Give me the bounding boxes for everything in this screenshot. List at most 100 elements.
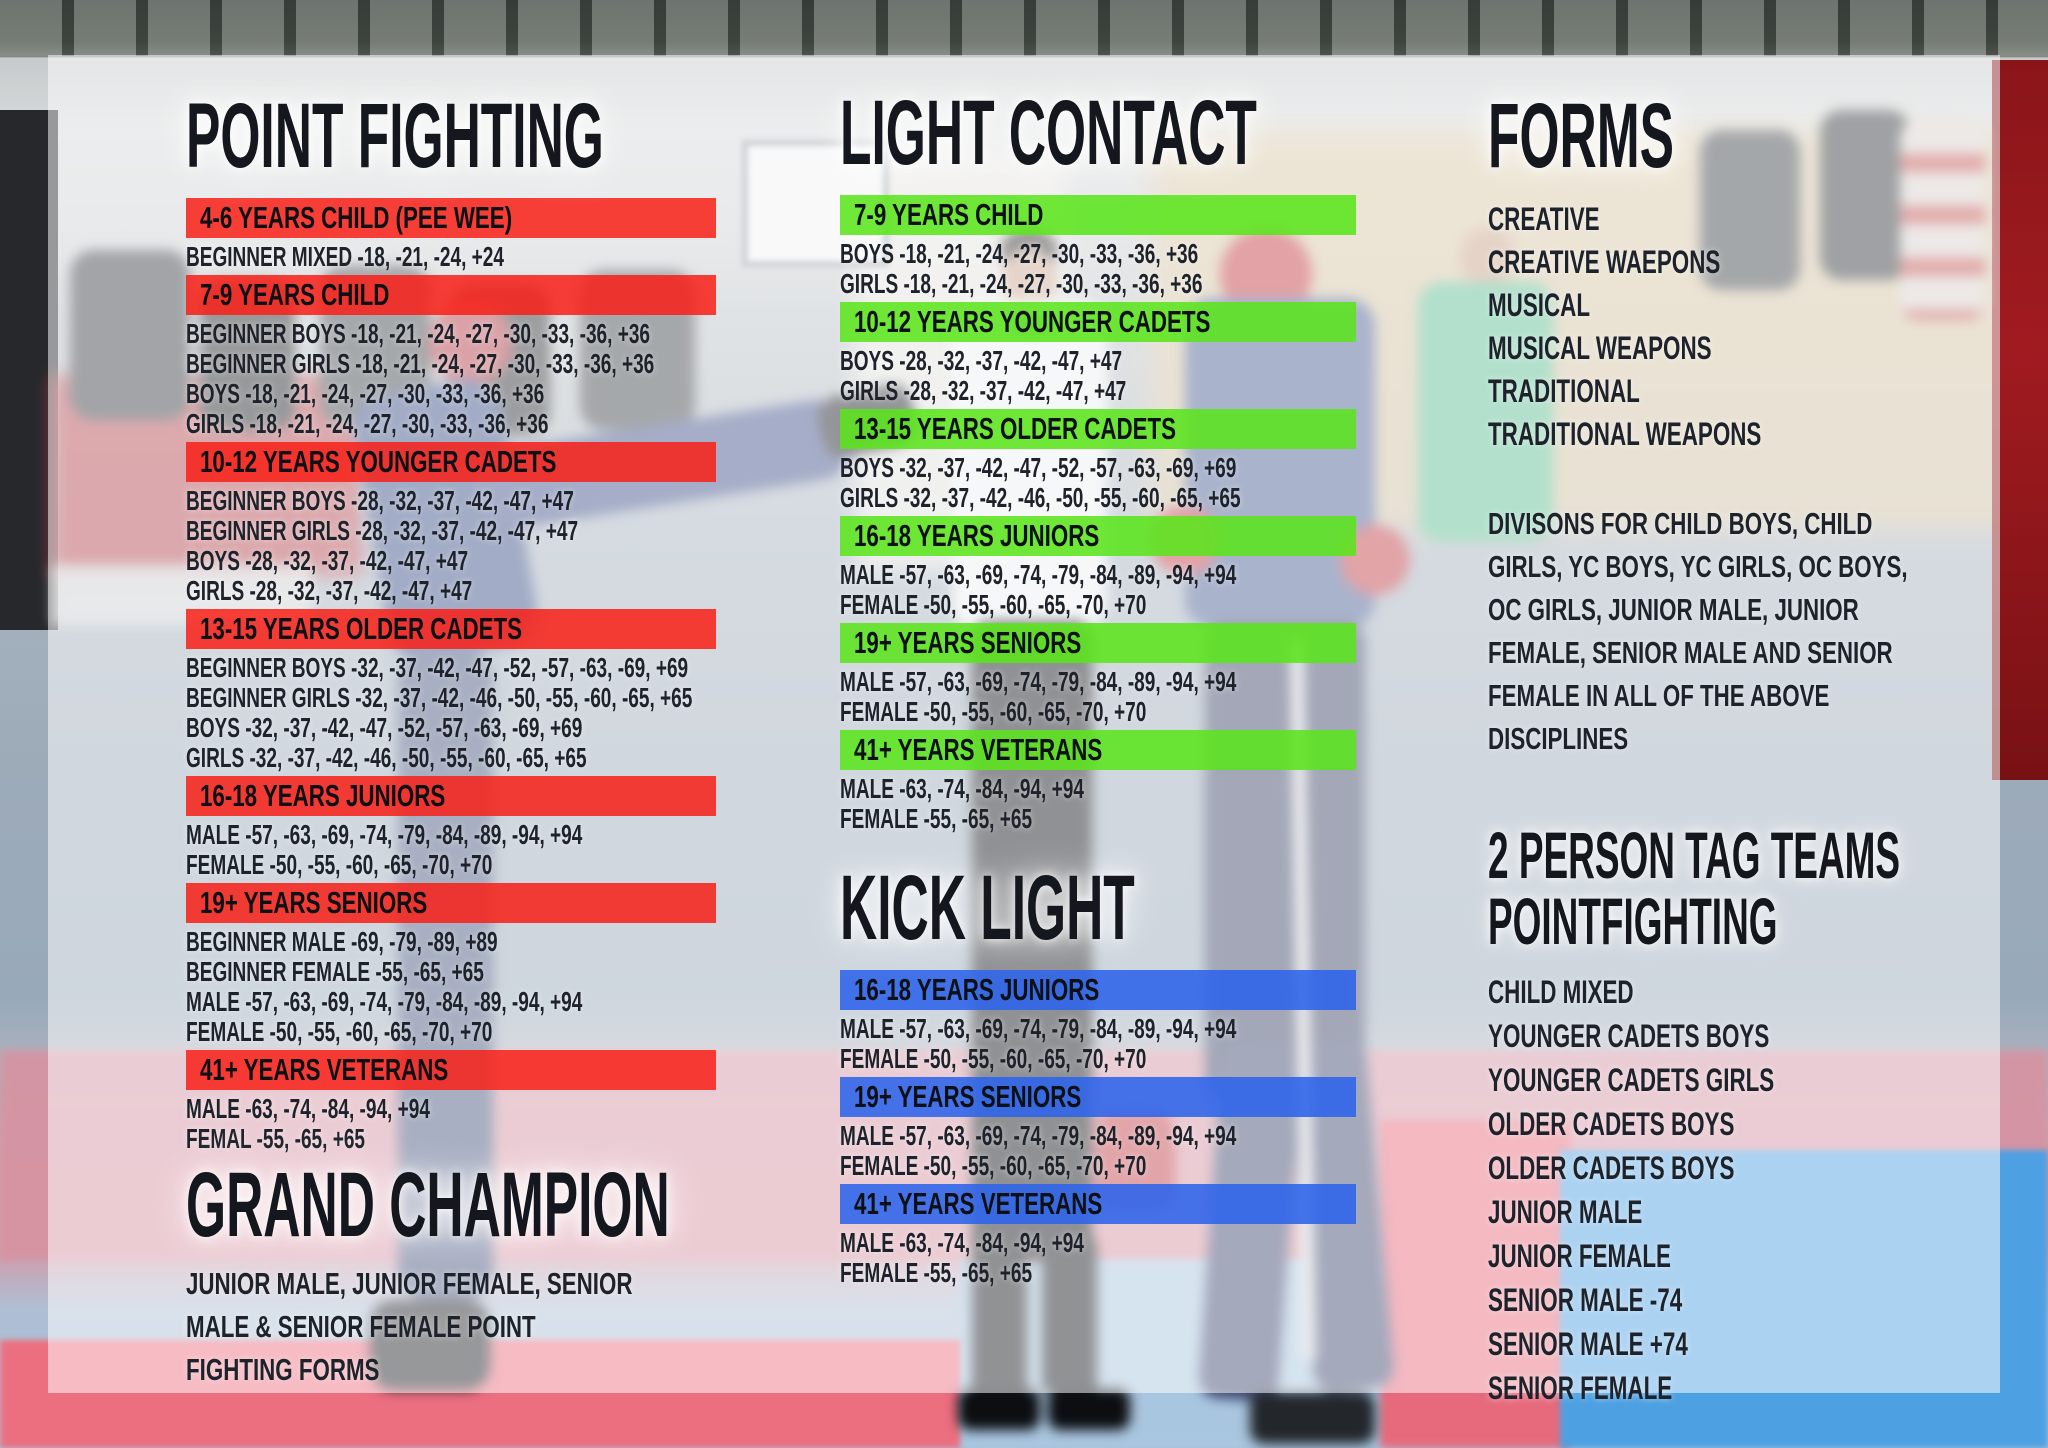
category-bar: 41+ YEARS VETERANS xyxy=(186,1050,716,1090)
weight-class-line: GIRLS -28, -32, -37, -42, -47, +47 xyxy=(840,376,1356,406)
weight-class-text: MALE -57, -63, -69, -74, -79, -84, -89, … xyxy=(840,1013,1237,1044)
grand-champion-note: JUNIOR MALE, JUNIOR FEMALE, SENIOR MALE … xyxy=(186,1266,633,1387)
weight-class-text: FEMALE -50, -55, -60, -65, -70, +70 xyxy=(840,1043,1147,1074)
referee-shoe xyxy=(1048,1388,1130,1430)
forms-discipline-text: TRADITIONAL xyxy=(1488,373,1640,409)
forms-discipline: CREATIVE xyxy=(1488,198,1968,241)
weight-class-text: BOYS -32, -37, -42, -47, -52, -57, -63, … xyxy=(840,452,1237,483)
weight-class-text: MALE -57, -63, -69, -74, -79, -84, -89, … xyxy=(186,819,583,850)
tag-team-division-text: JUNIOR FEMALE xyxy=(1488,1238,1671,1274)
category-bar: 10-12 YEARS YOUNGER CADETS xyxy=(840,302,1356,342)
weight-class-line: MALE -57, -63, -69, -74, -79, -84, -89, … xyxy=(186,987,716,1017)
tag-team-division-text: OLDER CADETS BOYS xyxy=(1488,1106,1735,1142)
weight-class-line: BEGINNER BOYS -28, -32, -37, -42, -47, +… xyxy=(186,486,716,516)
category-label: 16-18 YEARS JUNIORS xyxy=(854,518,1100,553)
tag-team-division-text: JUNIOR MALE xyxy=(1488,1194,1643,1230)
forms-discipline-text: CREATIVE xyxy=(1488,201,1600,237)
forms-divisions-note: DIVISONS FOR CHILD BOYS, CHILD GIRLS, YC… xyxy=(1488,506,1908,756)
category-bar: 13-15 YEARS OLDER CADETS xyxy=(186,609,716,649)
category-bar: 4-6 YEARS CHILD (PEE WEE) xyxy=(186,198,716,238)
weight-class-line: MALE -57, -63, -69, -74, -79, -84, -89, … xyxy=(840,560,1356,590)
weight-class-line: FEMALE -50, -55, -60, -65, -70, +70 xyxy=(186,850,716,880)
tag-team-division: JUNIOR MALE xyxy=(1488,1190,1968,1234)
tag-team-division: CHILD MIXED xyxy=(1488,970,1968,1014)
weight-class-line: MALE -57, -63, -69, -74, -79, -84, -89, … xyxy=(840,667,1356,697)
category-label: 10-12 YEARS YOUNGER CADETS xyxy=(854,304,1211,339)
ceiling-windows xyxy=(0,0,2048,56)
tag-team-division: SENIOR MALE -74 xyxy=(1488,1278,1968,1322)
weight-class-text: GIRLS -18, -21, -24, -27, -30, -33, -36,… xyxy=(840,268,1203,299)
weight-class-text: BEGINNER BOYS -18, -21, -24, -27, -30, -… xyxy=(186,318,651,349)
category-bar: 7-9 YEARS CHILD xyxy=(840,195,1356,235)
weight-class-line: BEGINNER MALE -69, -79, -89, +89 xyxy=(186,927,716,957)
weight-class-text: BEGINNER BOYS -32, -37, -42, -47, -52, -… xyxy=(186,652,689,683)
forms-discipline-text: TRADITIONAL WEAPONS xyxy=(1488,416,1762,452)
weight-class-text: BEGINNER FEMALE -55, -65, +65 xyxy=(186,956,484,987)
weight-class-text: BEGINNER MIXED -18, -21, -24, +24 xyxy=(186,241,504,272)
weight-class-line: BEGINNER BOYS -18, -21, -24, -27, -30, -… xyxy=(186,319,716,349)
category-label: 7-9 YEARS CHILD xyxy=(200,277,390,312)
weight-class-text: BOYS -28, -32, -37, -42, -47, +47 xyxy=(186,545,469,576)
tag-teams-title-line2: POINTFIGHTING xyxy=(1488,884,1778,958)
weight-class-text: BOYS -28, -32, -37, -42, -47, +47 xyxy=(840,345,1123,376)
weight-class-line: GIRLS -18, -21, -24, -27, -30, -33, -36,… xyxy=(840,269,1356,299)
category-bar: 19+ YEARS SENIORS xyxy=(840,1077,1356,1117)
category-bar: 16-18 YEARS JUNIORS xyxy=(186,776,716,816)
weight-class-line: FEMALE -55, -65, +65 xyxy=(840,804,1356,834)
weight-class-line: MALE -57, -63, -69, -74, -79, -84, -89, … xyxy=(840,1121,1356,1151)
forms-discipline-text: CREATIVE WAEPONS xyxy=(1488,244,1721,280)
weight-class-line: FEMALE -50, -55, -60, -65, -70, +70 xyxy=(840,1044,1356,1074)
weight-class-line: BEGINNER GIRLS -28, -32, -37, -42, -47, … xyxy=(186,516,716,546)
kick-light-title-text: KICK LIGHT xyxy=(840,857,1135,959)
light-contact-title-text: LIGHT CONTACT xyxy=(840,82,1257,184)
weight-class-line: BEGINNER GIRLS -32, -37, -42, -46, -50, … xyxy=(186,683,716,713)
referee-shoe xyxy=(958,1388,1040,1430)
weight-class-text: BOYS -18, -21, -24, -27, -30, -33, -36, … xyxy=(186,378,545,409)
category-bar: 19+ YEARS SENIORS xyxy=(186,883,716,923)
tag-team-division-text: SENIOR FEMALE xyxy=(1488,1370,1673,1406)
forms-title-text: FORMS xyxy=(1488,85,1675,187)
weight-class-text: FEMALE -50, -55, -60, -65, -70, +70 xyxy=(840,589,1147,620)
weight-class-text: MALE -57, -63, -69, -74, -79, -84, -89, … xyxy=(840,666,1237,697)
weight-class-line: FEMALE -50, -55, -60, -65, -70, +70 xyxy=(840,590,1356,620)
tag-team-division-text: YOUNGER CADETS BOYS xyxy=(1488,1018,1770,1054)
tag-team-division: YOUNGER CADETS GIRLS xyxy=(1488,1058,1968,1102)
weight-class-line: BEGINNER BOYS -32, -37, -42, -47, -52, -… xyxy=(186,653,716,683)
category-bar: 16-18 YEARS JUNIORS xyxy=(840,516,1356,556)
category-label: 13-15 YEARS OLDER CADETS xyxy=(200,611,523,646)
weight-class-text: BOYS -18, -21, -24, -27, -30, -33, -36, … xyxy=(840,238,1199,269)
tag-team-division: SENIOR FEMALE xyxy=(1488,1366,1968,1410)
weight-class-text: MALE -57, -63, -69, -74, -79, -84, -89, … xyxy=(840,559,1237,590)
weight-class-text: GIRLS -18, -21, -24, -27, -30, -33, -36,… xyxy=(186,408,549,439)
weight-class-line: BEGINNER MIXED -18, -21, -24, +24 xyxy=(186,242,716,272)
point-fighting-column: POINT FIGHTING 4-6 YEARS CHILD (PEE WEE)… xyxy=(186,88,716,1391)
weight-class-line: BOYS -32, -37, -42, -47, -52, -57, -63, … xyxy=(840,453,1356,483)
forms-discipline: TRADITIONAL xyxy=(1488,370,1968,413)
weight-class-text: FEMALE -50, -55, -60, -65, -70, +70 xyxy=(840,1150,1147,1181)
weight-class-text: BEGINNER MALE -69, -79, -89, +89 xyxy=(186,926,498,957)
tag-team-division-text: CHILD MIXED xyxy=(1488,974,1634,1010)
category-bar: 13-15 YEARS OLDER CADETS xyxy=(840,409,1356,449)
weight-class-line: GIRLS -28, -32, -37, -42, -47, +47 xyxy=(186,576,716,606)
point-fighting-title-text: POINT FIGHTING xyxy=(186,85,604,187)
category-label: 19+ YEARS SENIORS xyxy=(854,625,1082,660)
weight-class-line: FEMALE -55, -65, +65 xyxy=(840,1258,1356,1288)
category-label: 41+ YEARS VETERANS xyxy=(200,1052,449,1087)
category-label: 4-6 YEARS CHILD (PEE WEE) xyxy=(200,200,513,235)
forms-title: FORMS xyxy=(1488,88,1968,184)
weight-class-text: FEMAL -55, -65, +65 xyxy=(186,1123,366,1154)
red-side-banner xyxy=(1992,60,2048,780)
weight-class-line: MALE -57, -63, -69, -74, -79, -84, -89, … xyxy=(840,1014,1356,1044)
weight-class-line: FEMALE -50, -55, -60, -65, -70, +70 xyxy=(840,697,1356,727)
weight-class-line: GIRLS -32, -37, -42, -46, -50, -55, -60,… xyxy=(840,483,1356,513)
category-bar: 41+ YEARS VETERANS xyxy=(840,1184,1356,1224)
weight-class-text: GIRLS -32, -37, -42, -46, -50, -55, -60,… xyxy=(186,742,587,773)
tag-teams-title: 2 PERSON TAG TEAMS POINTFIGHTING xyxy=(1488,822,1968,954)
category-label: 7-9 YEARS CHILD xyxy=(854,197,1044,232)
grand-champion-title-text: GRAND CHAMPION xyxy=(186,1154,670,1256)
category-bar: 16-18 YEARS JUNIORS xyxy=(840,970,1356,1010)
forms-discipline: MUSICAL WEAPONS xyxy=(1488,327,1968,370)
category-label: 19+ YEARS SENIORS xyxy=(854,1079,1082,1114)
tag-team-division: OLDER CADETS BOYS xyxy=(1488,1146,1968,1190)
forms-discipline-text: MUSICAL xyxy=(1488,287,1591,323)
